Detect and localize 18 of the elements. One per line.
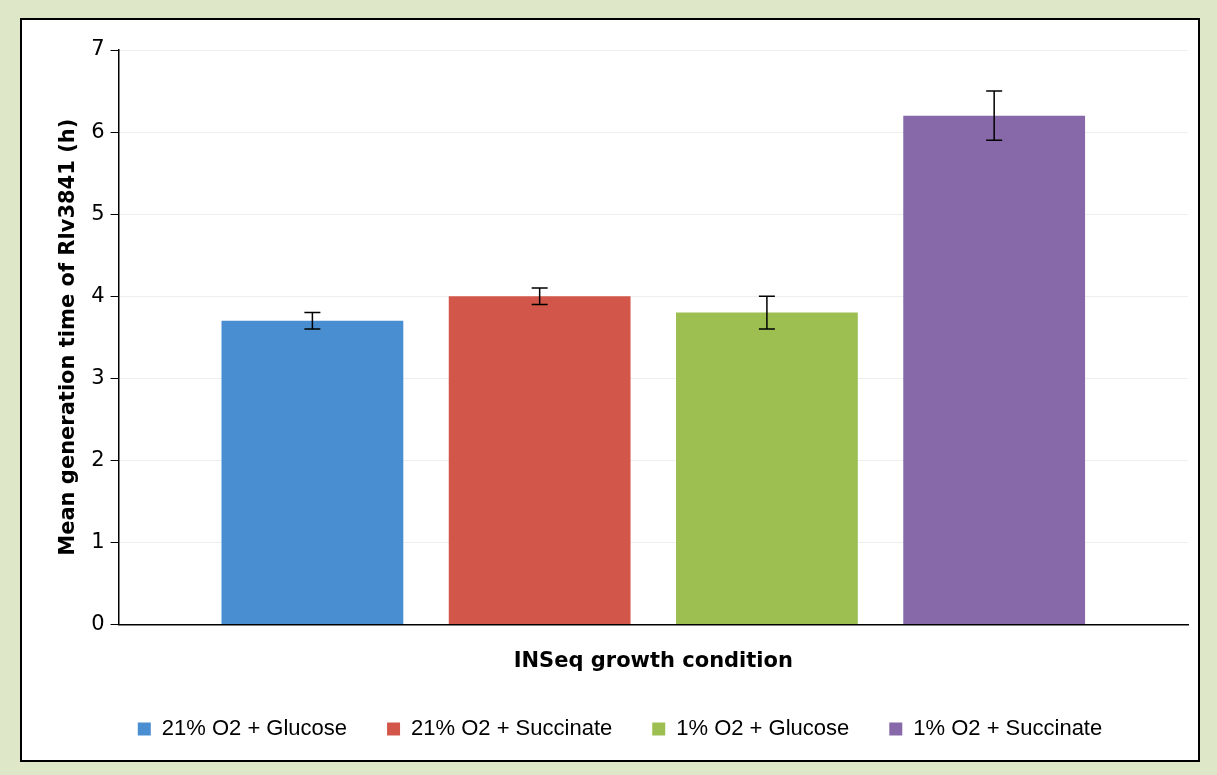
- y-tick-label: 0: [91, 610, 105, 635]
- y-tick-label: 1: [91, 528, 105, 553]
- y-axis-title: Mean generation time of Rlv3841 (h): [55, 118, 80, 556]
- y-tick-label: 7: [91, 36, 105, 61]
- y-tick-label: 6: [91, 118, 105, 143]
- bar: [448, 296, 631, 624]
- bar: [676, 312, 858, 624]
- legend-label: 1% O2 + Glucose: [676, 715, 850, 741]
- legend-label: 21% O2 + Succinate: [411, 715, 613, 741]
- y-tick-label: 3: [91, 364, 105, 389]
- y-tick-label: 4: [91, 282, 105, 307]
- x-axis-title: INSeq growth condition: [513, 647, 793, 672]
- bar: [221, 320, 404, 624]
- y-tick-label: 2: [91, 446, 105, 471]
- legend-label: 1% O2 + Succinate: [913, 715, 1103, 741]
- y-tick-label: 5: [91, 200, 105, 225]
- legend-label: 21% O2 + Glucose: [161, 715, 348, 741]
- bar: [903, 115, 1086, 624]
